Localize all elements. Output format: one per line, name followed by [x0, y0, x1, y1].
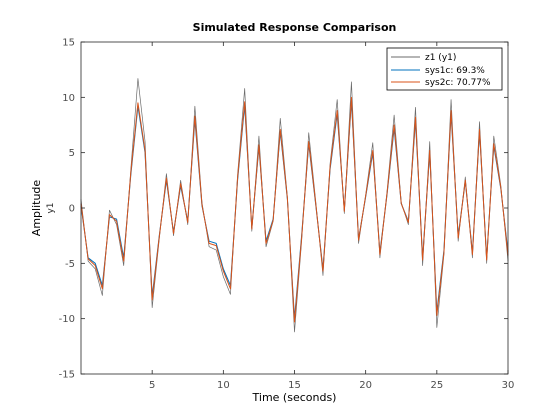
chart-title: Simulated Response Comparison	[193, 21, 397, 34]
x-tick-label: 10	[217, 380, 230, 391]
legend-label-z1: z1 (y1)	[425, 53, 456, 63]
y-axis-label: Amplitude	[30, 180, 43, 237]
series-line-2	[80, 96, 509, 323]
x-axis-label: Time (seconds)	[252, 391, 337, 404]
y-tick-label: 10	[62, 93, 75, 104]
x-tick-label: 20	[359, 380, 372, 391]
y-tick-label: 0	[69, 204, 75, 215]
series-line-0	[80, 78, 509, 333]
axes-background	[81, 42, 508, 374]
y-tick-label: -10	[59, 314, 75, 325]
y-tick-label: -5	[65, 259, 75, 270]
legend-box	[386, 47, 503, 91]
y-axis-channel-label: y1	[46, 202, 56, 213]
x-tick-label: 15	[288, 380, 301, 391]
y-tick-label: 5	[69, 148, 75, 159]
tick-layer: 5 10 15 20 25 30 -15 -10 -5 0 5 10 15	[59, 38, 515, 392]
series-layer	[80, 78, 509, 333]
legend-label-sys1c: sys1c: 69.3%	[425, 66, 485, 76]
y-tick-label: -15	[59, 370, 75, 381]
x-tick-label: 5	[149, 380, 155, 391]
legend: z1 (y1) sys1c: 69.3% sys2c: 70.77%	[386, 47, 503, 91]
x-tick-label: 25	[430, 380, 443, 391]
y-tick-label: 15	[62, 38, 75, 49]
legend-label-sys2c: sys2c: 70.77%	[425, 78, 491, 88]
x-tick-label: 30	[502, 380, 515, 391]
